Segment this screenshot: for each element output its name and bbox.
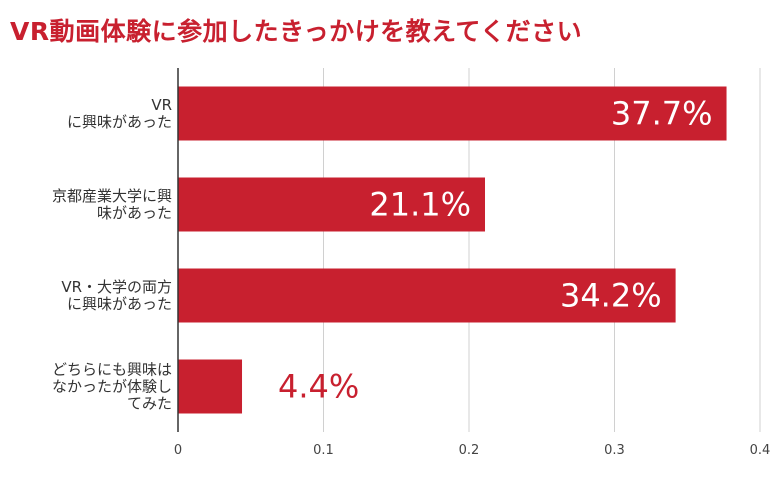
data-label: 4.4%: [278, 368, 359, 406]
bar: [178, 359, 243, 414]
category-label-line: VR・大学の両方: [61, 278, 172, 296]
data-label: 37.7%: [611, 95, 713, 133]
bar: [178, 268, 676, 323]
bar: [178, 86, 727, 141]
category-label: どちらにも興味はなかったが体験してみた: [52, 361, 172, 413]
x-tick-label: 0.1: [313, 443, 334, 458]
category-label: VR・大学の両方に興味があった: [61, 278, 172, 313]
category-label: 京都産業大学に興味があった: [52, 187, 172, 222]
data-label: 21.1%: [369, 186, 471, 224]
chart-title: VR動画体験に参加したきっかけを教えてください: [10, 17, 583, 46]
bar: [178, 177, 486, 232]
category-label-line: に興味があった: [67, 113, 172, 131]
category-label-line: 味があった: [97, 204, 172, 222]
category-label-line: に興味があった: [67, 295, 172, 313]
x-tick-label: 0.2: [459, 443, 480, 458]
category-label-line: VR: [151, 96, 172, 114]
category-label-line: どちらにも興味は: [52, 361, 172, 379]
x-tick-label: 0: [174, 443, 182, 458]
category-label-line: 京都産業大学に興: [52, 187, 172, 205]
category-label: VR に興味があった: [67, 96, 172, 131]
x-tick-label: 0.4: [750, 443, 771, 458]
category-label-line: てみた: [127, 395, 172, 413]
x-tick-label: 0.3: [604, 443, 625, 458]
data-label: 34.2%: [560, 277, 662, 315]
category-label-line: なかったが体験し: [52, 378, 172, 396]
